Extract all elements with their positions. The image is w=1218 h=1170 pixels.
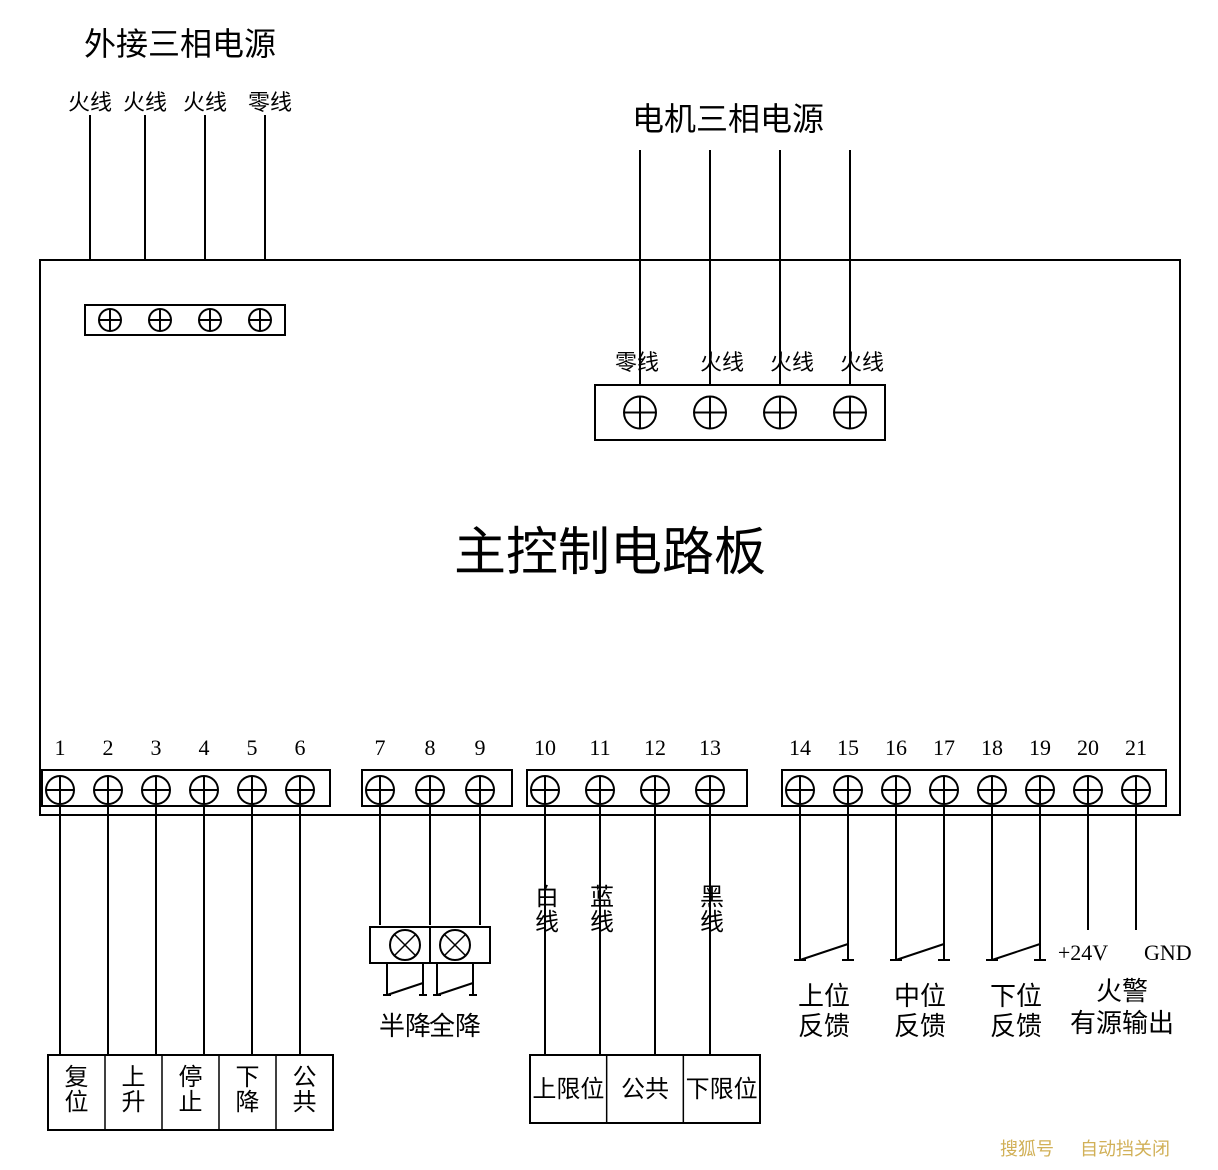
- g4-fb-label: 反馈: [894, 1012, 946, 1041]
- g2-label-left: 半降: [379, 1012, 431, 1041]
- g3-box-label: 公共: [621, 1076, 669, 1103]
- terminal-number: 5: [247, 735, 258, 760]
- g3-wire-color: 线: [590, 909, 614, 936]
- g3-wire-color: 蓝: [590, 884, 614, 911]
- g4-fb-label: 反馈: [990, 1012, 1042, 1041]
- g3-box-label: 下限位: [686, 1076, 758, 1103]
- ext-power-wire-label: 火线: [123, 90, 167, 115]
- terminal-number: 6: [295, 735, 306, 760]
- motor-power-wire-label: 零线: [615, 350, 659, 375]
- terminal-group-block: [527, 770, 747, 806]
- ext-power-title: 外接三相电源: [84, 26, 276, 62]
- g1-label: 上: [122, 1064, 146, 1091]
- terminal-number: 4: [199, 735, 210, 760]
- motor-power-wire-label: 火线: [700, 350, 744, 375]
- terminal-number: 12: [644, 735, 666, 760]
- terminal-number: 1: [55, 735, 66, 760]
- g2-label-right: 全降: [429, 1012, 481, 1041]
- motor-power-wire-label: 火线: [770, 350, 814, 375]
- motor-power-title: 电机三相电源: [632, 101, 824, 137]
- g1-label: 止: [179, 1089, 203, 1116]
- g1-label: 共: [293, 1089, 317, 1116]
- g1-label: 公: [293, 1065, 317, 1091]
- g3-wire-color: 黑: [700, 885, 724, 911]
- g1-label: 停: [179, 1064, 203, 1091]
- terminal-number: 11: [589, 735, 610, 760]
- terminal-number: 21: [1125, 735, 1147, 760]
- terminal-number: 3: [151, 735, 162, 760]
- terminal-number: 9: [475, 735, 486, 760]
- terminal-number: 20: [1077, 735, 1099, 760]
- g4-fb-label: 下位: [990, 982, 1042, 1011]
- g1-label: 升: [122, 1089, 146, 1116]
- terminal-number: 13: [699, 735, 721, 760]
- g4-24v-label: +24V: [1058, 940, 1108, 965]
- motor-power-wire-label: 火线: [840, 350, 884, 375]
- terminal-number: 7: [375, 735, 386, 760]
- g3-wire-color: 白: [535, 884, 559, 911]
- terminal-number: 19: [1029, 735, 1051, 760]
- terminal-number: 14: [789, 735, 811, 760]
- watermark: 自动挡关闭: [1080, 1139, 1170, 1159]
- terminal-number: 16: [885, 735, 907, 760]
- g3-box-label: 上限位: [532, 1076, 604, 1103]
- g4-fire-label: 有源输出: [1070, 1009, 1174, 1038]
- terminal-number: 18: [981, 735, 1003, 760]
- ext-power-wire-label: 零线: [248, 90, 292, 115]
- wiring-diagram: 主控制电路板外接三相电源火线火线火线零线电机三相电源零线火线火线火线123456…: [0, 0, 1218, 1170]
- main-board-title: 主控制电路板: [454, 525, 766, 582]
- g3-wire-color: 线: [535, 909, 559, 936]
- terminal-number: 15: [837, 735, 859, 760]
- ext-power-wire-label: 火线: [68, 90, 112, 115]
- terminal-number: 17: [933, 735, 955, 760]
- g4-fire-label: 火警: [1096, 977, 1148, 1006]
- ext-power-wire-label: 火线: [183, 90, 227, 115]
- g1-label: 降: [236, 1089, 260, 1116]
- terminal-number: 10: [534, 735, 556, 760]
- g4-fb-label: 中位: [894, 982, 946, 1011]
- g4-fb-label: 上位: [798, 982, 850, 1011]
- g4-gnd-label: GND: [1144, 940, 1192, 965]
- terminal-number: 2: [103, 735, 114, 760]
- g4-fb-label: 反馈: [798, 1012, 850, 1041]
- g1-label: 下: [236, 1065, 260, 1091]
- terminal-number: 8: [425, 735, 436, 760]
- watermark: 搜狐号: [1000, 1139, 1054, 1159]
- g3-wire-color: 线: [700, 909, 724, 936]
- g1-label: 复: [65, 1064, 89, 1091]
- g1-label: 位: [65, 1089, 89, 1116]
